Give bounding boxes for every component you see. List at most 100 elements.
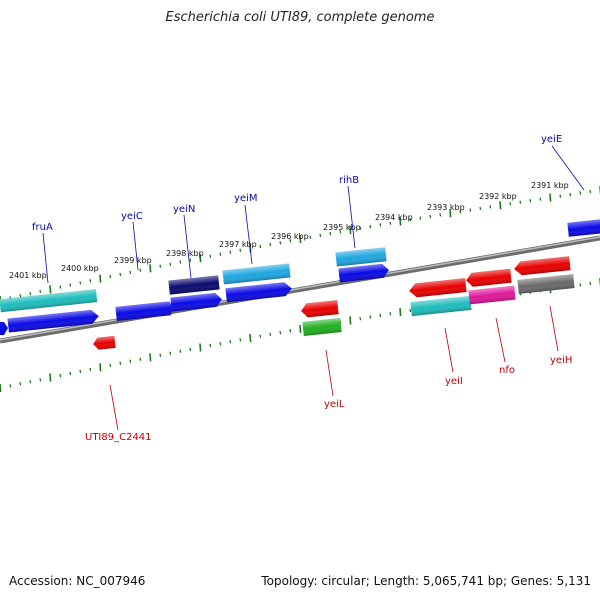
scale-tick bbox=[319, 233, 322, 238]
scale-tick bbox=[399, 308, 402, 317]
gene-yeiI[interactable] bbox=[410, 295, 472, 317]
scale-tick bbox=[299, 324, 302, 334]
scale-tick bbox=[19, 294, 22, 298]
gene-label-yeiI: yeiI bbox=[445, 376, 463, 387]
scale-tick bbox=[299, 234, 302, 244]
scale-tick bbox=[269, 242, 272, 247]
scale-tick bbox=[519, 200, 522, 204]
scale-tick bbox=[249, 333, 252, 343]
scale-tick bbox=[379, 223, 382, 227]
scale-tick bbox=[259, 334, 262, 338]
gene-nfo[interactable] bbox=[468, 285, 516, 305]
scale-tick bbox=[259, 244, 262, 249]
scale-tick bbox=[29, 380, 32, 384]
scale-tick bbox=[199, 343, 202, 352]
scale-tick bbox=[189, 258, 192, 262]
scale-tick bbox=[409, 308, 412, 313]
gene-yeiL-red[interactable] bbox=[300, 300, 339, 318]
gene-label-rihB: rihB bbox=[339, 175, 359, 186]
scale-tick bbox=[149, 264, 152, 273]
scale-tick bbox=[129, 270, 132, 275]
map-title: Escherichia coli UTI89, complete genome bbox=[165, 10, 435, 25]
scale-tick bbox=[49, 373, 52, 382]
scale-tick bbox=[9, 384, 12, 388]
gene-UTI89_C2441[interactable] bbox=[92, 335, 116, 350]
gene-label-yeiM: yeiM bbox=[234, 193, 257, 204]
scale-tick bbox=[179, 349, 182, 353]
scale-tick bbox=[549, 193, 552, 202]
scale-tick bbox=[469, 208, 472, 212]
scale-tick bbox=[339, 230, 342, 234]
scale-tick bbox=[229, 340, 232, 344]
gene-label-yeiL: yeiL bbox=[324, 399, 345, 410]
gene-yeiC[interactable] bbox=[115, 301, 174, 321]
scale-tick bbox=[19, 382, 22, 386]
gene-fruA[interactable] bbox=[7, 309, 100, 333]
scale-tick bbox=[589, 281, 592, 286]
scale-tick bbox=[99, 274, 102, 283]
gene-label-yeiC: yeiC bbox=[121, 211, 143, 222]
scale-tick bbox=[69, 283, 72, 287]
scale-tick bbox=[209, 254, 212, 258]
gene-yeiI-red[interactable] bbox=[408, 278, 467, 298]
scale-tick bbox=[159, 353, 162, 357]
scale-tick bbox=[49, 285, 52, 294]
scale-tick bbox=[309, 235, 312, 239]
scale-tick bbox=[389, 221, 392, 225]
gene-label-yeiE: yeiE bbox=[541, 134, 562, 145]
gene-fruA-cyan[interactable] bbox=[0, 289, 98, 313]
scale-tick bbox=[329, 231, 332, 236]
scale-label: 2391 kbp bbox=[531, 181, 569, 190]
scale-tick bbox=[39, 378, 42, 382]
scale-tick bbox=[0, 383, 2, 393]
gene-yeiM-cyan[interactable] bbox=[222, 263, 291, 285]
scale-tick bbox=[89, 279, 92, 283]
scale-tick bbox=[119, 361, 122, 365]
gene-forward[interactable] bbox=[0, 322, 8, 335]
scale-tick bbox=[589, 189, 592, 194]
scale-tick bbox=[279, 241, 282, 245]
scale-tick bbox=[509, 202, 512, 206]
scale-tick bbox=[449, 209, 452, 218]
gene-yeiE[interactable] bbox=[567, 218, 600, 237]
gene-rihB-cyan[interactable] bbox=[335, 247, 387, 267]
gene-yeiN-navy[interactable] bbox=[168, 275, 220, 295]
scale-tick bbox=[289, 239, 292, 243]
scale-tick bbox=[349, 225, 352, 235]
gene-yeiN[interactable] bbox=[170, 292, 222, 312]
gene-yeiH-red[interactable] bbox=[513, 256, 571, 276]
scale-label: 2395 kbp bbox=[323, 223, 361, 232]
scale-tick bbox=[379, 313, 382, 318]
gene-rihB[interactable] bbox=[338, 263, 389, 283]
scale-tick bbox=[169, 262, 172, 266]
scale-tick bbox=[239, 248, 242, 252]
gene-label-nfo: nfo bbox=[499, 365, 515, 376]
scale-tick bbox=[89, 367, 92, 372]
scale-tick bbox=[559, 194, 562, 198]
scale-tick bbox=[139, 268, 142, 272]
gene-label-UTI89_C2441: UTI89_C2441 bbox=[85, 432, 152, 443]
scale-label: 2399 kbp bbox=[114, 256, 152, 265]
scale-tick bbox=[219, 342, 222, 346]
scale-tick bbox=[169, 351, 172, 355]
forward-genes bbox=[0, 218, 600, 335]
gene-yeiH[interactable] bbox=[517, 274, 575, 294]
scale-tick bbox=[279, 330, 282, 335]
scale-tick bbox=[269, 332, 272, 337]
scale-tick bbox=[289, 329, 292, 333]
scale-tick bbox=[499, 201, 502, 210]
genome-stats-text: Topology: circular; Length: 5,065,741 bp… bbox=[261, 574, 591, 588]
gene-yeiM[interactable] bbox=[225, 281, 292, 303]
scale-label: 2393 kbp bbox=[427, 203, 465, 212]
scale-tick bbox=[79, 281, 82, 285]
scale-label: 2396 kbp bbox=[271, 232, 309, 241]
scale-tick bbox=[99, 363, 102, 372]
scale-label: 2398 kbp bbox=[166, 249, 204, 258]
gene-label-yeiN: yeiN bbox=[173, 204, 195, 215]
gene-nfo-red[interactable] bbox=[465, 268, 512, 288]
scale-label: 2392 kbp bbox=[479, 192, 517, 201]
gene-yeiL[interactable] bbox=[302, 318, 342, 336]
accession-text: Accession: NC_007946 bbox=[9, 574, 146, 588]
scale-tick bbox=[529, 199, 532, 203]
scale-tick bbox=[359, 226, 362, 230]
